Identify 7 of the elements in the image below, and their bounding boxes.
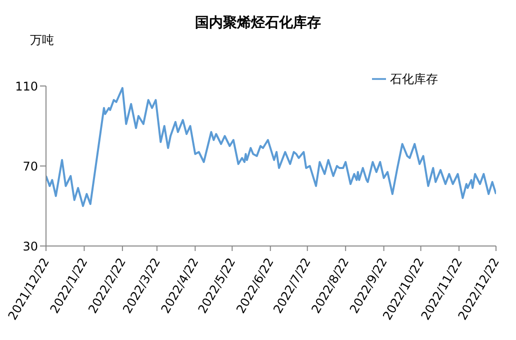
legend-label: 石化库存 bbox=[390, 72, 438, 86]
y-tick-label: 30 bbox=[22, 239, 38, 254]
chart-title: 国内聚烯烃石化库存 bbox=[194, 14, 322, 32]
y-tick-label: 70 bbox=[22, 159, 38, 174]
line-series bbox=[46, 87, 496, 207]
y-axis-title: 万吨 bbox=[30, 32, 54, 49]
y-tick-label: 110 bbox=[15, 79, 38, 94]
